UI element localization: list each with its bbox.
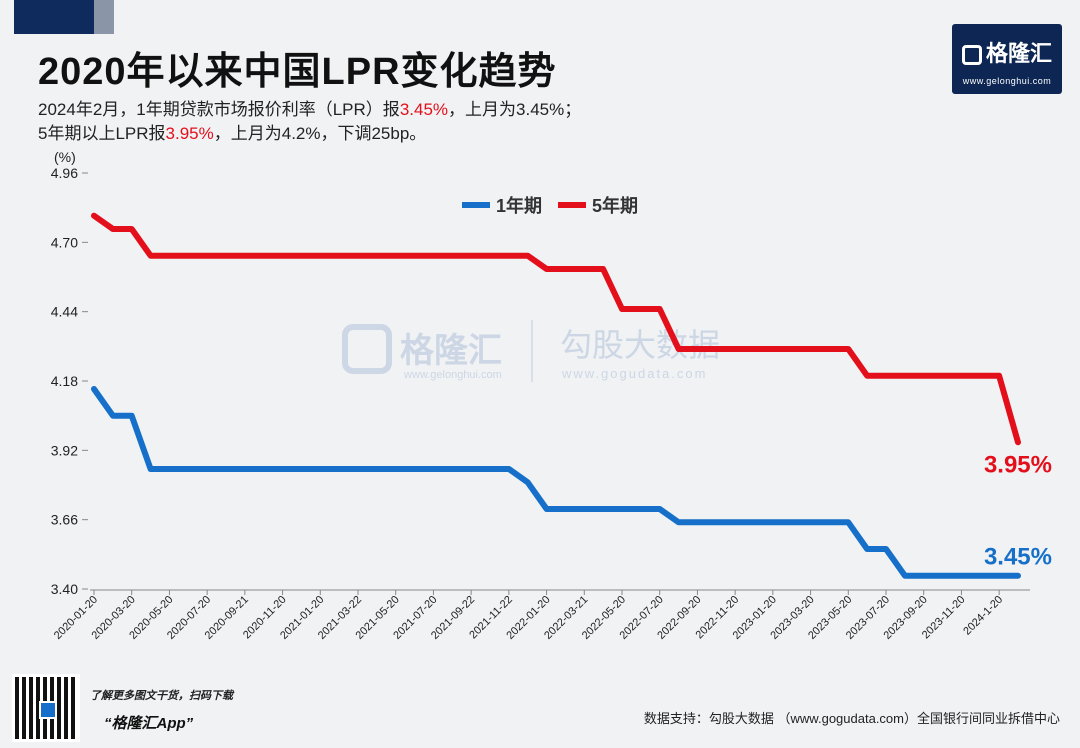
app-name: “格隆汇App” xyxy=(104,715,194,732)
corner-tab xyxy=(14,0,114,34)
g-logo-icon xyxy=(961,45,982,65)
y-tick-label: 3.40 xyxy=(51,581,78,597)
logo-brand: 格隆汇 xyxy=(952,24,1062,68)
legend-label-one-year: 1年期 xyxy=(496,195,542,216)
y-tick-label: 4.18 xyxy=(51,373,78,389)
logo-url: www.gelonghui.com xyxy=(962,76,1052,86)
series-layer: 3.45% 3.95% xyxy=(91,212,1052,579)
data-source: 数据支持：勾股大数据 （www.gogudata.com）全国银行间同业拆借中心 xyxy=(643,711,1060,726)
watermark: 格隆汇 www.gelonghui.com 勾股大数据 www.gogudata… xyxy=(342,320,720,382)
qr-code xyxy=(12,674,80,742)
one-year-rate-highlight: 3.45% xyxy=(399,100,449,119)
summary-line-2: 5年期以上LPR报3.95%，上月为4.2%，下调25bp。 xyxy=(38,122,581,146)
summary-line-2-text: 5年期以上LPR报 xyxy=(38,124,166,143)
summary-line-1-text: 2024年2月，1年期贷款市场报价利率（LPR）报 xyxy=(38,100,400,119)
y-tick-label: 3.92 xyxy=(51,442,78,458)
summary-line-2-tail: ，上月为4.2%，下调25bp。 xyxy=(213,124,427,143)
watermark-brand: 格隆汇 xyxy=(400,332,502,370)
y-tick-label: 4.44 xyxy=(51,304,78,320)
logo-brand-text: 格隆汇 xyxy=(985,41,1052,66)
watermark-g-icon xyxy=(342,324,392,374)
y-axis-unit: (%) xyxy=(54,149,76,165)
y-tick-label: 4.70 xyxy=(51,234,78,250)
gelonghui-logo: 格隆汇 www.gelonghui.com xyxy=(952,24,1062,94)
promo-line: 了解更多图文干货，扫码下载 xyxy=(90,690,233,702)
y-tick-label: 4.96 xyxy=(51,165,78,181)
watermark-data-brand: 勾股大数据 xyxy=(560,327,720,363)
page-title: 2020年以来中国LPR变化趋势 xyxy=(38,51,557,93)
watermark-data-url: www.gogudata.com xyxy=(561,366,707,381)
watermark-brand-url: www.gelonghui.com xyxy=(403,369,502,381)
x-tick-label: 2024-1-20 xyxy=(961,594,1005,638)
five-year-rate-highlight: 3.95% xyxy=(165,124,214,143)
legend-label-five-year: 5年期 xyxy=(592,195,638,216)
end-label-five-year: 3.95% xyxy=(984,451,1052,478)
x-axis-ticks: 2020-01-202020-03-202020-05-202020-07-20… xyxy=(52,590,1005,642)
summary-text: 2024年2月，1年期贷款市场报价利率（LPR）报3.45%，上月为3.45%；… xyxy=(38,98,581,146)
y-axis-ticks: 4.96 4.70 4.44 4.18 3.92 3.66 3.40 xyxy=(51,165,88,597)
summary-line-1-tail: ，上月为3.45%； xyxy=(448,100,582,119)
series-line-five-year xyxy=(91,212,1021,446)
legend: 1年期 5年期 xyxy=(462,195,638,216)
end-label-one-year: 3.45% xyxy=(984,544,1052,571)
y-tick-label: 3.66 xyxy=(51,512,78,528)
series-line-one-year xyxy=(91,386,1021,579)
summary-line-1: 2024年2月，1年期贷款市场报价利率（LPR）报3.45%，上月为3.45%； xyxy=(38,98,581,122)
